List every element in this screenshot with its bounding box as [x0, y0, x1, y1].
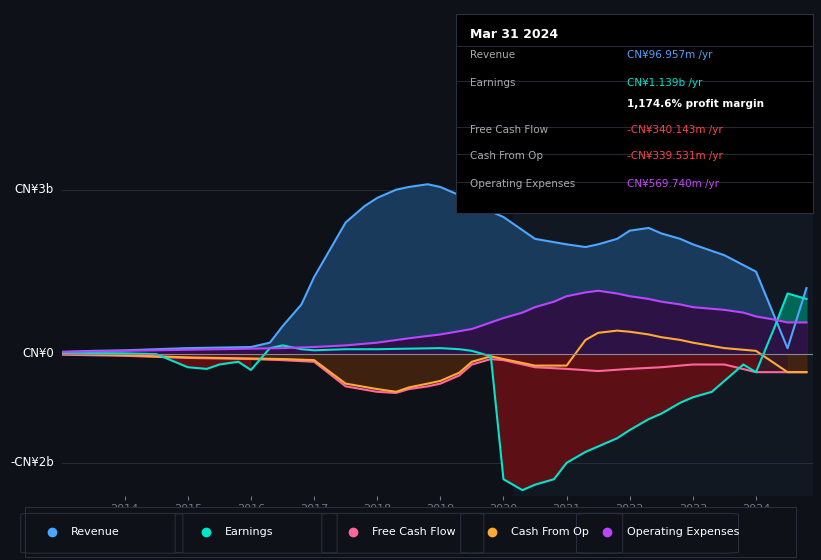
Text: Earnings: Earnings	[225, 527, 273, 537]
Text: Mar 31 2024: Mar 31 2024	[470, 28, 558, 41]
Text: -CN¥340.143m /yr: -CN¥340.143m /yr	[627, 125, 722, 136]
Text: Operating Expenses: Operating Expenses	[626, 527, 739, 537]
Text: -CN¥339.531m /yr: -CN¥339.531m /yr	[627, 151, 723, 161]
Text: Earnings: Earnings	[470, 78, 516, 87]
Text: Revenue: Revenue	[71, 527, 120, 537]
Text: Free Cash Flow: Free Cash Flow	[470, 125, 548, 136]
Text: CN¥96.957m /yr: CN¥96.957m /yr	[627, 50, 713, 60]
Text: CN¥3b: CN¥3b	[15, 183, 54, 196]
Text: Operating Expenses: Operating Expenses	[470, 179, 576, 189]
Text: -CN¥2b: -CN¥2b	[11, 456, 54, 469]
Text: CN¥0: CN¥0	[22, 347, 54, 360]
Text: Cash From Op: Cash From Op	[470, 151, 543, 161]
Text: Revenue: Revenue	[470, 50, 515, 60]
Text: Cash From Op: Cash From Op	[511, 527, 589, 537]
Text: CN¥1.139b /yr: CN¥1.139b /yr	[627, 78, 703, 87]
Text: CN¥569.740m /yr: CN¥569.740m /yr	[627, 179, 719, 189]
Text: Free Cash Flow: Free Cash Flow	[372, 527, 456, 537]
Bar	[513, 162, 813, 496]
Text: 1,174.6% profit margin: 1,174.6% profit margin	[627, 100, 764, 110]
